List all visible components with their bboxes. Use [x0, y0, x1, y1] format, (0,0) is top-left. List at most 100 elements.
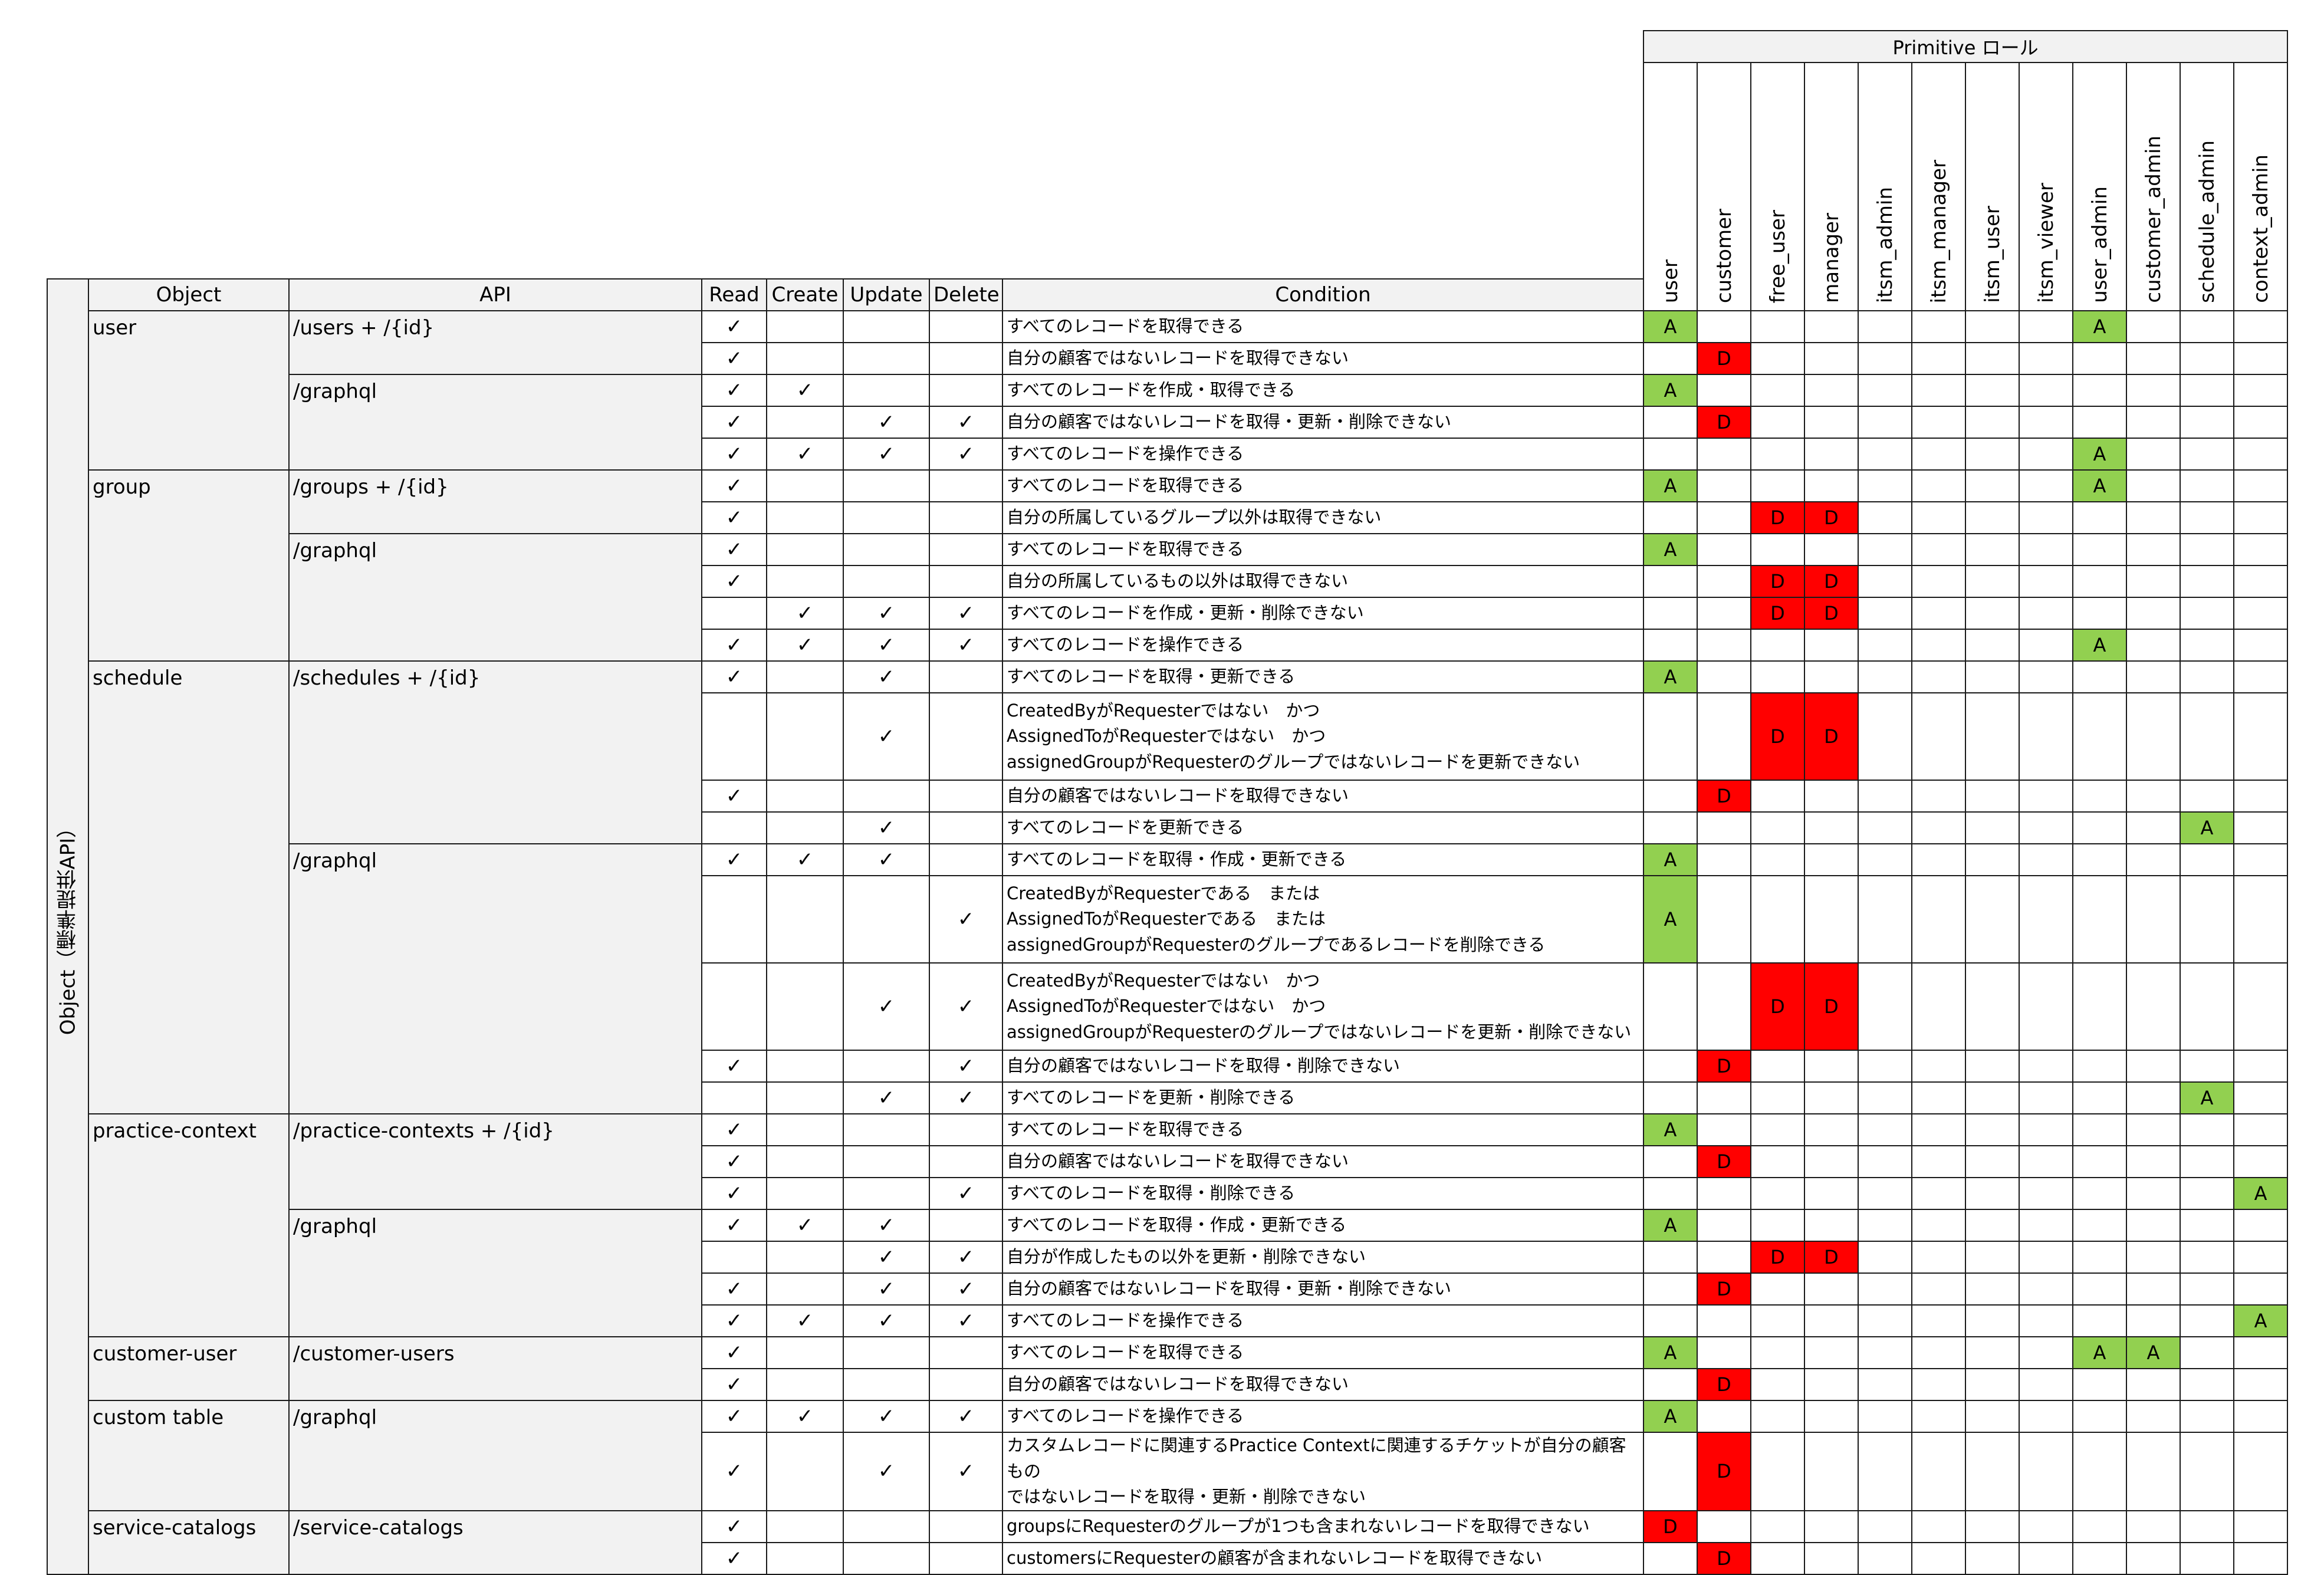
role-cell-context_admin — [2233, 1145, 2289, 1178]
role-cell-itsm_user — [1965, 692, 2020, 781]
check-d — [929, 565, 1003, 598]
role-cell-free_user — [1750, 629, 1805, 662]
role-cell-itsm_user — [1965, 1368, 2020, 1401]
table-row: ✓ 自分の所属しているもの以外は取得できない D D — [47, 565, 2289, 598]
check-u: ✓ — [843, 1241, 930, 1274]
check-d: ✓ — [929, 406, 1003, 439]
role-cell-user: A — [1643, 1400, 1698, 1433]
check-c: ✓ — [766, 629, 844, 662]
check-r: ✓ — [701, 629, 767, 662]
role-cell-customer_admin — [2126, 406, 2181, 439]
check-u: ✓ — [843, 962, 930, 1051]
check-r: ✓ — [701, 310, 767, 343]
role-cell-itsm_manager — [1911, 1510, 1966, 1543]
role-cell-context_admin — [2233, 438, 2289, 471]
role-cell-customer: D — [1697, 342, 1751, 375]
role-cell-customer_admin — [2126, 962, 2181, 1051]
check-r — [701, 1081, 767, 1114]
check-r: ✓ — [701, 533, 767, 566]
role-cell-free_user — [1750, 342, 1805, 375]
role-cell-context_admin — [2233, 629, 2289, 662]
role-cell-customer_admin — [2126, 1081, 2181, 1114]
role-cell-itsm_viewer — [2019, 629, 2073, 662]
role-cell-manager — [1804, 1541, 1859, 1575]
role-cell-manager — [1804, 780, 1859, 813]
role-cell-user: A — [1643, 1209, 1698, 1242]
role-cell-itsm_viewer — [2019, 438, 2073, 471]
role-cell-itsm_manager — [1911, 1145, 1966, 1178]
api-cell: /graphql — [288, 843, 702, 1114]
primitive-header-row: Primitive ロール — [47, 30, 2289, 63]
role-cell-schedule_admin — [2180, 1336, 2234, 1369]
role-header-itsm_admin: itsm_admin — [1858, 62, 1912, 311]
api-cell: /graphql — [288, 1400, 702, 1511]
condition-cell: すべてのレコードを取得できる — [1002, 1113, 1644, 1146]
role-cell-customer — [1697, 629, 1751, 662]
condition-cell: すべてのレコードを操作できる — [1002, 1304, 1644, 1337]
role-cell-customer — [1697, 1209, 1751, 1242]
check-d — [929, 1113, 1003, 1146]
api-cell: /customer-users — [288, 1336, 702, 1401]
role-cell-itsm_manager — [1911, 438, 1966, 471]
role-cell-user_admin — [2072, 780, 2127, 813]
role-header-label: free_user — [1766, 209, 1790, 303]
check-c — [766, 1273, 844, 1306]
role-header-itsm_viewer: itsm_viewer — [2019, 62, 2073, 311]
role-header-label: itsm_admin — [1873, 186, 1897, 303]
role-cell-itsm_admin — [1858, 1336, 1912, 1369]
role-cell-itsm_viewer — [2019, 565, 2073, 598]
check-c — [766, 1145, 844, 1178]
role-cell-itsm_viewer — [2019, 1177, 2073, 1210]
role-cell-itsm_manager — [1911, 310, 1966, 343]
object-cell: group — [88, 469, 290, 662]
role-cell-itsm_admin — [1858, 692, 1912, 781]
role-cell-itsm_user — [1965, 597, 2020, 630]
check-u: ✓ — [843, 843, 930, 876]
role-cell-user_admin: A — [2072, 310, 2127, 343]
role-cell-user — [1643, 565, 1698, 598]
table-row: /graphql ✓ ✓ ✓ すべてのレコードを取得・作成・更新できる A — [47, 843, 2289, 1114]
condition-cell: 自分の顧客ではないレコードを取得できない — [1002, 780, 1644, 813]
role-cell-itsm_user — [1965, 310, 2020, 343]
table-row: /graphql ✓ すべてのレコードを取得できる A — [47, 533, 2289, 662]
check-c — [766, 1081, 844, 1114]
object-cell: custom table — [88, 1400, 290, 1511]
role-cell-customer — [1697, 438, 1751, 471]
check-u — [843, 1050, 930, 1083]
role-cell-user — [1643, 1177, 1698, 1210]
check-d — [929, 1541, 1003, 1575]
check-u: ✓ — [843, 811, 930, 844]
check-r: ✓ — [701, 1432, 767, 1511]
role-cell-context_admin — [2233, 1432, 2289, 1511]
check-c — [766, 406, 844, 439]
role-cell-itsm_admin — [1858, 1113, 1912, 1146]
primitive-role-header: Primitive ロール — [1642, 30, 2289, 63]
check-d — [929, 1145, 1003, 1178]
role-cell-itsm_manager — [1911, 962, 1966, 1051]
role-cell-schedule_admin: A — [2180, 1081, 2234, 1114]
role-cell-free_user — [1750, 660, 1805, 693]
table-row: ✓ ✓ ✓ ✓ すべてのレコードを操作できる A — [47, 438, 2289, 471]
check-d: ✓ — [929, 875, 1003, 964]
role-cell-itsm_admin — [1858, 469, 1912, 502]
check-u: ✓ — [843, 1432, 930, 1511]
table-row: customer-user/customer-users ✓ すべてのレコードを取得… — [47, 1336, 2289, 1401]
role-cell-itsm_admin — [1858, 1273, 1912, 1306]
role-cell-user_admin — [2072, 533, 2127, 566]
check-r: ✓ — [701, 780, 767, 813]
role-cell-schedule_admin — [2180, 1241, 2234, 1274]
role-cell-user — [1643, 1081, 1698, 1114]
role-cell-customer — [1697, 310, 1751, 343]
role-cell-itsm_viewer — [2019, 501, 2073, 534]
role-cell-schedule_admin — [2180, 780, 2234, 813]
role-cell-manager — [1804, 811, 1859, 844]
role-cell-schedule_admin — [2180, 1541, 2234, 1575]
table-row: practice-context/practice-contexts + /{i… — [47, 1113, 2289, 1337]
role-cell-customer — [1697, 1304, 1751, 1337]
condition-cell: 自分の顧客ではないレコードを取得・更新・削除できない — [1002, 1273, 1644, 1306]
check-d: ✓ — [929, 1273, 1003, 1306]
role-cell-customer_admin — [2126, 780, 2181, 813]
role-cell-context_admin — [2233, 692, 2289, 781]
check-u — [843, 342, 930, 375]
role-cell-user: A — [1643, 533, 1698, 566]
